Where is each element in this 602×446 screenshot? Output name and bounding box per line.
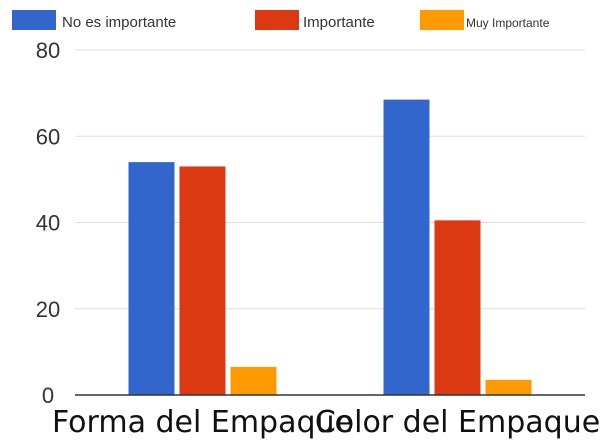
bars: [128, 99, 532, 395]
legend-swatch: [255, 10, 299, 30]
bar-1-1: [128, 162, 175, 395]
category-label: Forma del Empaque: [52, 405, 353, 440]
y-tick-label: 40: [36, 211, 60, 236]
y-tick-label: 20: [36, 297, 60, 322]
bar-2-2: [434, 220, 481, 395]
legend-label: Muy Importante: [466, 16, 550, 30]
bar-2-1: [179, 166, 226, 395]
bar-3-2: [485, 379, 532, 395]
y-tick-label: 0: [42, 383, 54, 408]
category-label: Color del Empaque: [315, 405, 600, 440]
bar-3-1: [230, 366, 277, 395]
legend-swatch: [420, 10, 464, 30]
legend-label: No es importante: [62, 14, 176, 31]
bar-1-2: [383, 99, 430, 395]
legend-swatch: [12, 10, 56, 30]
legend: No es importante Importante Muy Importante: [12, 10, 550, 31]
legend-label: Importante: [303, 14, 375, 31]
y-tick-label: 80: [36, 38, 60, 63]
y-tick-label: 60: [36, 124, 60, 149]
